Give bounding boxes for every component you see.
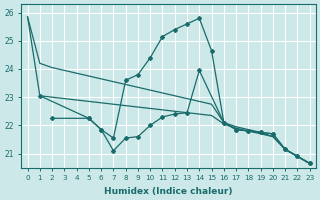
X-axis label: Humidex (Indice chaleur): Humidex (Indice chaleur) — [104, 187, 233, 196]
